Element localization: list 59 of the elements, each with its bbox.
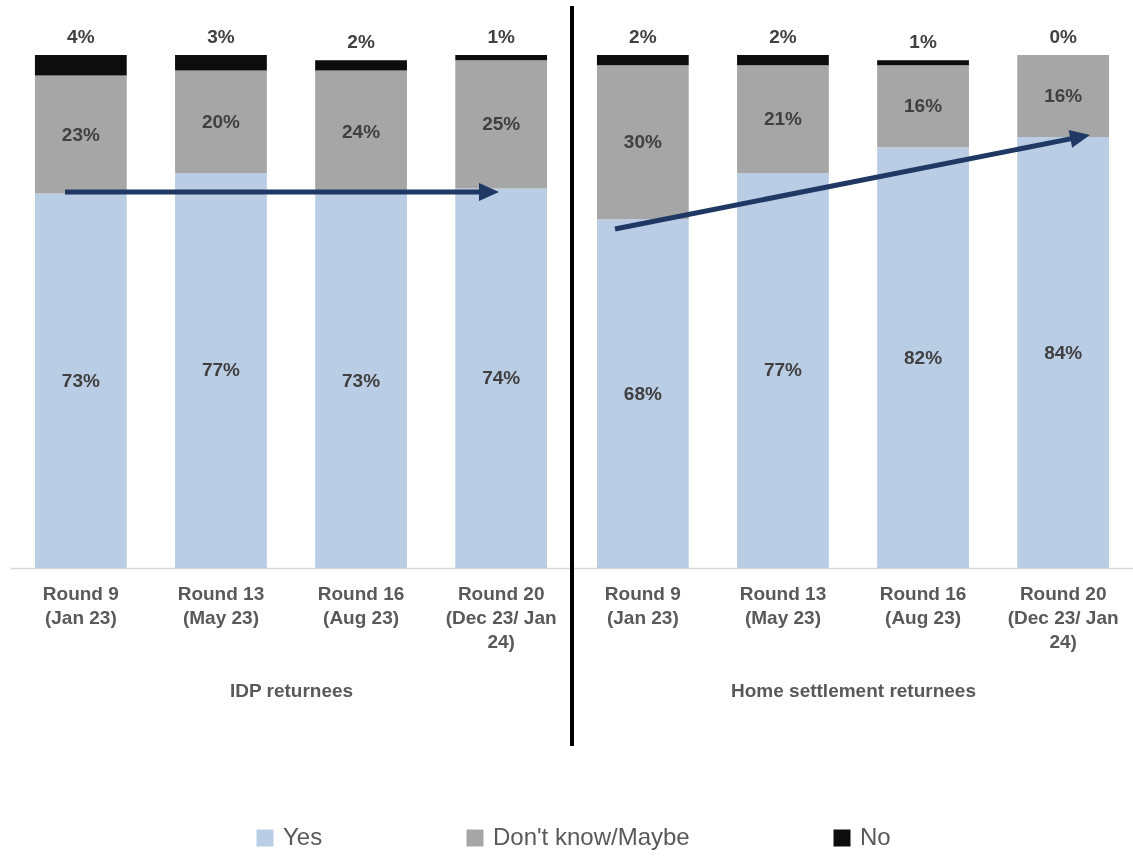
data-label: 16% xyxy=(904,95,943,117)
legend-label: Don't know/Maybe xyxy=(493,823,690,850)
bar xyxy=(455,188,548,568)
bar xyxy=(34,55,127,76)
data-label: 2% xyxy=(347,31,375,53)
data-label: 3% xyxy=(207,26,235,47)
bar xyxy=(315,60,407,71)
bar xyxy=(175,70,267,173)
data-label: 77% xyxy=(763,359,803,381)
x-tick-label: Round 13 (May 23) xyxy=(739,582,827,628)
data-label: 25% xyxy=(482,113,521,135)
data-label: 84% xyxy=(1044,341,1083,363)
bar xyxy=(1017,55,1110,138)
x-tick-label: Round 9 (Jan 23) xyxy=(42,582,119,628)
data-label: 23% xyxy=(61,123,100,145)
data-label: 77% xyxy=(201,359,241,381)
bar xyxy=(877,147,969,568)
data-label: 24% xyxy=(342,120,381,142)
data-label: 0% xyxy=(1049,26,1077,47)
x-axis-title: Home settlement returnees xyxy=(731,679,976,701)
bar xyxy=(34,193,127,568)
bar xyxy=(596,65,689,220)
bar xyxy=(1017,137,1110,568)
data-label: 1% xyxy=(487,26,515,47)
legend-label: No xyxy=(860,823,891,850)
x-tick-label: Round 20 (Dec 23/ Jan 24) xyxy=(445,582,557,652)
bar xyxy=(877,60,969,66)
x-tick-label: Round 16 (Aug 23) xyxy=(317,582,405,628)
data-label: 30% xyxy=(623,131,662,153)
x-axis-title: IDP returnees xyxy=(229,679,354,701)
bar xyxy=(737,65,829,173)
data-label: 1% xyxy=(909,31,937,53)
data-label: 21% xyxy=(763,108,803,130)
legend-label: Yes xyxy=(283,823,323,850)
data-label: 73% xyxy=(342,369,381,391)
data-label: 2% xyxy=(769,26,797,47)
data-label: 74% xyxy=(482,367,521,389)
bar xyxy=(315,193,407,568)
data-label: 20% xyxy=(201,110,241,132)
bar xyxy=(34,75,127,194)
x-tick-label: Round 9 (Jan 23) xyxy=(604,582,681,628)
bar xyxy=(877,65,969,148)
bar xyxy=(175,172,267,568)
bar xyxy=(175,55,267,71)
bar xyxy=(455,60,548,189)
data-label: 16% xyxy=(1044,85,1083,107)
bar xyxy=(737,55,829,66)
x-tick-label: Round 20 (Dec 23/ Jan 24) xyxy=(1007,582,1119,652)
data-label: 4% xyxy=(67,26,95,47)
bar xyxy=(596,219,689,568)
data-label: 2% xyxy=(629,26,657,47)
bar xyxy=(596,55,689,66)
x-tick-label: Round 13 (May 23) xyxy=(177,582,265,628)
data-label: 82% xyxy=(904,346,943,368)
x-tick-label: Round 16 (Aug 23) xyxy=(879,582,967,628)
bar xyxy=(455,55,548,61)
data-label: 68% xyxy=(623,382,662,404)
bar xyxy=(737,172,829,568)
data-label: 73% xyxy=(61,369,100,391)
